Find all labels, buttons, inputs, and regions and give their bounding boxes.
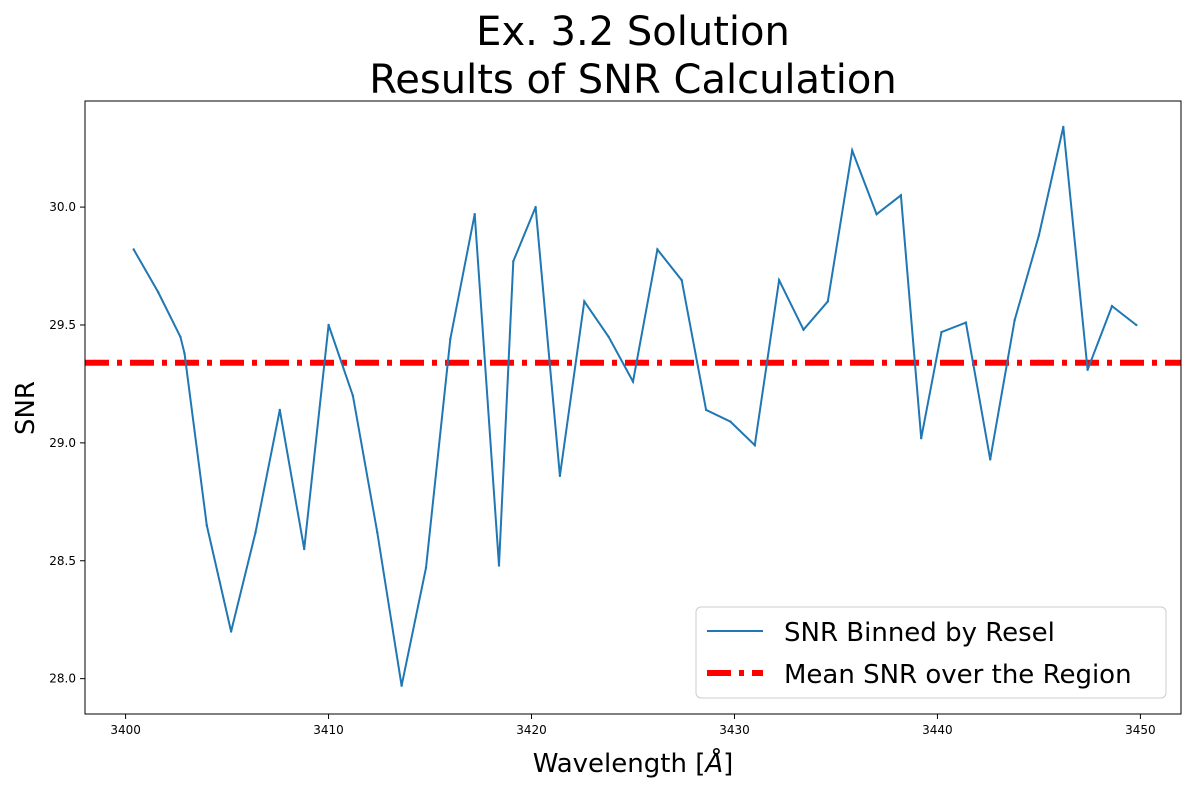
snr-data-point bbox=[351, 394, 355, 397]
snr-data-point bbox=[327, 323, 330, 327]
snr-data-point bbox=[179, 335, 182, 338]
plot-area bbox=[85, 125, 1181, 687]
snr-data-point bbox=[558, 474, 562, 478]
snr-data-point bbox=[777, 279, 781, 282]
snr-data-point bbox=[1013, 319, 1016, 322]
snr-data-point bbox=[875, 213, 878, 216]
snr-data-point bbox=[278, 408, 281, 412]
legend-label-mean: Mean SNR over the Region bbox=[784, 660, 1132, 690]
snr-data-point bbox=[680, 279, 683, 282]
snr-data-point bbox=[704, 408, 708, 412]
snr-data-point bbox=[449, 337, 452, 341]
y-tick-label: 29.0 bbox=[49, 436, 76, 450]
snr-data-point bbox=[631, 380, 635, 383]
snr-data-point bbox=[964, 321, 968, 324]
snr-data-point bbox=[205, 524, 208, 527]
x-tick-label: 3430 bbox=[719, 723, 750, 737]
x-tick-label: 3450 bbox=[1125, 723, 1156, 737]
snr-data-point bbox=[132, 248, 135, 251]
snr-binned-line bbox=[132, 126, 1137, 686]
snr-data-point bbox=[729, 420, 732, 423]
snr-data-point bbox=[400, 684, 403, 687]
x-axis-label: Wavelength [Å] bbox=[533, 747, 734, 779]
snr-data-point bbox=[183, 352, 186, 355]
snr-data-point bbox=[1135, 323, 1138, 327]
x-tick-label: 3400 bbox=[110, 723, 141, 737]
snr-data-point bbox=[424, 566, 428, 569]
snr-data-point bbox=[989, 458, 992, 461]
x-tick-label: 3420 bbox=[516, 723, 547, 737]
legend-box bbox=[695, 606, 1167, 699]
x-axis-label-unit: Å bbox=[703, 747, 723, 779]
snr-data-point bbox=[497, 564, 501, 567]
snr-data-point bbox=[512, 260, 515, 263]
y-tick-label: 28.0 bbox=[49, 672, 76, 686]
snr-data-point bbox=[1037, 234, 1041, 237]
x-axis-label-main: Wavelength [ bbox=[533, 749, 706, 779]
chart-title-line1: Ex. 3.2 Solution bbox=[476, 9, 790, 55]
legend: SNR Binned by Resel Mean SNR over the Re… bbox=[695, 606, 1167, 699]
snr-data-point bbox=[534, 205, 537, 209]
axis-ticks: 3400 3410 3420 3430 3440 3450 28.0 28.5 29.0 29.5… bbox=[49, 200, 1155, 737]
snr-data-point bbox=[473, 213, 476, 216]
x-tick-label: 3440 bbox=[922, 723, 953, 737]
snr-data-point bbox=[156, 290, 160, 294]
snr-data-point bbox=[583, 300, 586, 303]
snr-data-point bbox=[899, 194, 903, 197]
snr-data-point bbox=[607, 335, 610, 338]
x-axis-label-close: ] bbox=[723, 749, 733, 779]
y-tick-label: 30.0 bbox=[49, 200, 76, 214]
snr-data-point bbox=[851, 149, 854, 152]
x-tick-label: 3410 bbox=[313, 723, 344, 737]
snr-data-point bbox=[254, 531, 257, 534]
snr-data-point bbox=[1062, 125, 1065, 129]
snr-data-point bbox=[229, 630, 233, 633]
snr-data-point bbox=[656, 248, 659, 251]
snr-data-points bbox=[132, 125, 1138, 687]
snr-data-point bbox=[940, 330, 943, 334]
y-axis-label: SNR bbox=[11, 381, 41, 435]
y-tick-label: 28.5 bbox=[49, 554, 76, 568]
legend-label-snr: SNR Binned by Resel bbox=[784, 618, 1055, 648]
snr-data-point bbox=[376, 531, 379, 534]
chart-title-line2: Results of SNR Calculation bbox=[369, 57, 896, 103]
snr-data-point bbox=[1110, 304, 1114, 308]
plot-frame bbox=[84, 100, 1182, 715]
snr-data-point bbox=[1086, 368, 1089, 371]
snr-data-point bbox=[303, 547, 306, 551]
y-tick-label: 29.5 bbox=[49, 318, 76, 332]
snr-data-point bbox=[753, 444, 756, 447]
snr-data-point bbox=[826, 300, 829, 303]
snr-data-point bbox=[802, 328, 805, 331]
snr-data-point bbox=[920, 437, 923, 440]
